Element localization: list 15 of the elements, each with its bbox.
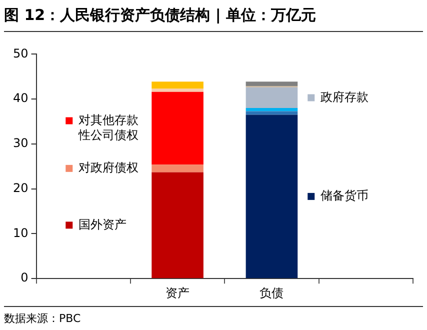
chart-title: 图 12：人民银行资产负债结构 | 单位：万亿元 — [4, 6, 423, 32]
source-note: 数据来源：PBC — [4, 306, 423, 326]
y-tick-label: 0 — [20, 270, 28, 285]
legend-label: 储备货币 — [320, 188, 369, 203]
legend-label: 对其他存款性公司债权 — [78, 112, 139, 142]
legend-label: 国外资产 — [78, 217, 127, 232]
x-tick-label: 负债 — [260, 286, 284, 300]
y-tick-label: 20 — [12, 180, 28, 195]
y-tick-label: 50 — [12, 46, 28, 60]
legend-label: 对政府债权 — [78, 160, 139, 175]
y-tick-label: 30 — [12, 136, 28, 150]
x-tick-label: 资产 — [166, 286, 190, 300]
y-tick-label: 10 — [12, 226, 28, 240]
legend-label: 政府存款 — [320, 90, 369, 104]
y-tick-label: 40 — [12, 91, 28, 106]
